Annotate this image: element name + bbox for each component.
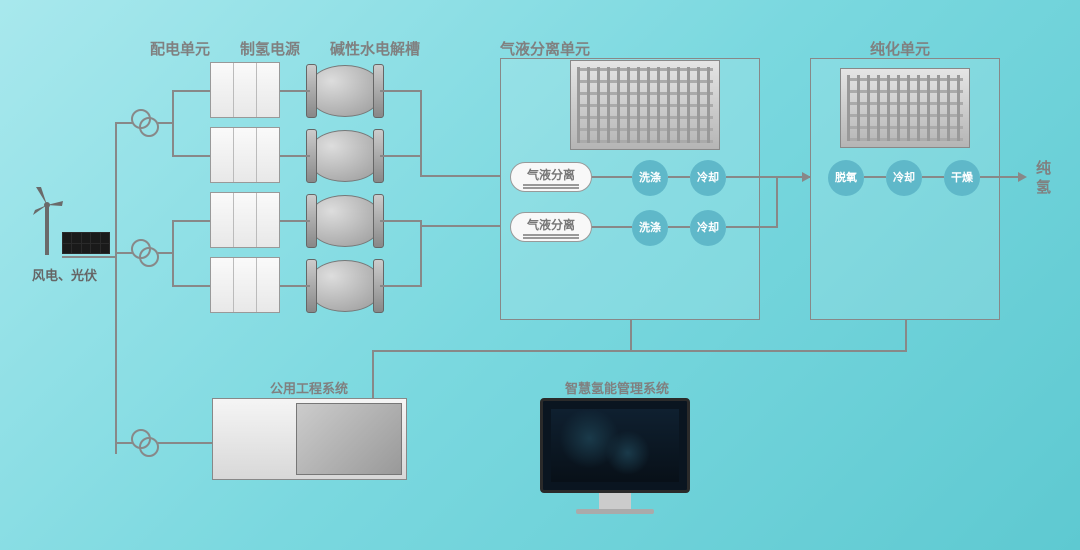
pill-wash: 洗涤 [632, 160, 668, 196]
hline [380, 285, 420, 287]
hline [980, 176, 1020, 178]
hline [280, 90, 310, 92]
hline [115, 252, 133, 254]
arrow-icon [1018, 172, 1027, 182]
vline [172, 90, 174, 156]
power-cabinet [210, 257, 280, 313]
hline [172, 285, 212, 287]
electrolyzer [310, 65, 380, 117]
electrolyzer [310, 260, 380, 312]
hline [726, 176, 776, 178]
pill-separation: 气液分离 [510, 162, 592, 192]
label-col2: 制氢电源 [240, 38, 300, 59]
pill-label: 气液分离 [527, 166, 575, 183]
vline [420, 155, 422, 177]
vline [172, 220, 174, 286]
hline [592, 226, 632, 228]
hline [380, 220, 420, 222]
vline [905, 320, 907, 350]
separation-skid [570, 60, 720, 150]
power-cabinet [210, 192, 280, 248]
hline [420, 225, 500, 227]
pill-label: 洗涤 [639, 222, 661, 234]
hline [592, 176, 632, 178]
pill-deox: 脱氧 [828, 160, 864, 196]
vline [776, 176, 778, 228]
transformer-icon [130, 108, 160, 138]
hline [158, 442, 213, 444]
hline [922, 176, 944, 178]
management-monitor [540, 398, 690, 514]
hline [420, 175, 500, 177]
label-col4: 气液分离单元 [500, 38, 590, 59]
vline [420, 222, 422, 224]
hline [172, 90, 212, 92]
vline [420, 220, 422, 287]
hline [380, 90, 420, 92]
label-source: 风电、光伏 [32, 265, 97, 284]
hline [372, 350, 907, 352]
vline [420, 90, 422, 157]
transformer-icon [130, 428, 160, 458]
purification-skid [840, 68, 970, 148]
source-hline [62, 256, 117, 258]
electrolyzer [310, 130, 380, 182]
hline [668, 176, 690, 178]
pill-label: 洗涤 [639, 172, 661, 184]
pill-separation: 气液分离 [510, 212, 592, 242]
hline [115, 122, 133, 124]
hline [280, 285, 310, 287]
vline [630, 320, 632, 350]
hline [280, 220, 310, 222]
hline [864, 176, 886, 178]
pill-cool: 冷却 [690, 160, 726, 196]
label-col5: 纯化单元 [870, 38, 930, 59]
hline [115, 442, 133, 444]
hline [726, 226, 776, 228]
pill-label: 冷却 [893, 172, 915, 184]
hline [668, 226, 690, 228]
pill-dry: 干燥 [944, 160, 980, 196]
hline [172, 155, 212, 157]
power-cabinet [210, 127, 280, 183]
pill-cool: 冷却 [690, 210, 726, 246]
pill-label: 干燥 [951, 172, 973, 184]
bus-line [115, 122, 117, 454]
label-output: 纯氢 [1032, 160, 1053, 198]
pill-wash: 洗涤 [632, 210, 668, 246]
pill-label: 冷却 [697, 222, 719, 234]
pill-label: 气液分离 [527, 216, 575, 233]
wind-turbine-icon [30, 185, 64, 260]
hline [158, 252, 172, 254]
pill-label: 脱氧 [835, 172, 857, 184]
label-mgmt: 智慧氢能管理系统 [565, 378, 669, 397]
hline [280, 155, 310, 157]
power-cabinet [210, 62, 280, 118]
label-col1: 配电单元 [150, 38, 210, 59]
label-utility: 公用工程系统 [270, 378, 348, 397]
label-col3: 碱性水电解槽 [330, 38, 420, 59]
solar-panel-icon [62, 232, 110, 254]
utility-container [212, 398, 407, 480]
hline [380, 155, 420, 157]
pill-label: 冷却 [697, 172, 719, 184]
hline [172, 220, 212, 222]
hline [158, 122, 172, 124]
electrolyzer [310, 195, 380, 247]
pill-cool2: 冷却 [886, 160, 922, 196]
transformer-icon [130, 238, 160, 268]
